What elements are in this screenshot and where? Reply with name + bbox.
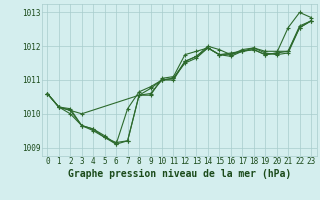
X-axis label: Graphe pression niveau de la mer (hPa): Graphe pression niveau de la mer (hPa) xyxy=(68,169,291,179)
